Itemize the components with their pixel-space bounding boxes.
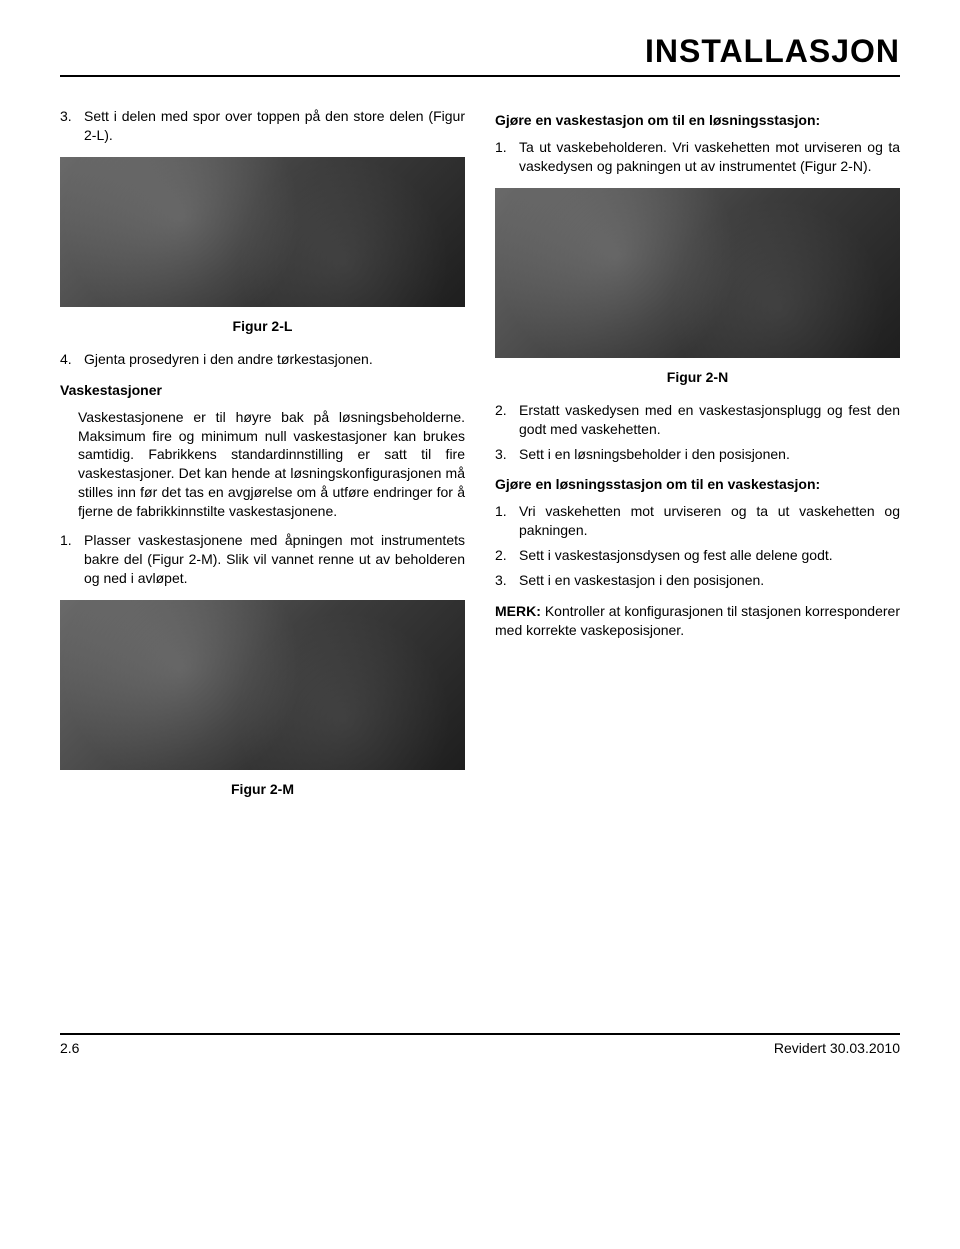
figure-2n-caption: Figur 2-N xyxy=(495,368,900,387)
list-item: 4. Gjenta prosedyren i den andre tørkest… xyxy=(60,350,465,369)
left-list-top: 3. Sett i delen med spor over toppen på … xyxy=(60,107,465,145)
right-heading-2: Gjøre en løsningsstasjon om til en vaske… xyxy=(495,475,900,494)
item-number: 3. xyxy=(60,107,84,145)
footer-page-number: 2.6 xyxy=(60,1039,79,1058)
figure-2m-caption: Figur 2-M xyxy=(60,780,465,799)
item-number: 1. xyxy=(495,502,519,540)
item-text: Gjenta prosedyren i den andre tørkestasj… xyxy=(84,350,465,369)
item-text: Ta ut vaskebeholderen. Vri vaskehetten m… xyxy=(519,138,900,176)
page-footer: 2.6 Revidert 30.03.2010 xyxy=(60,1033,900,1058)
item-number: 3. xyxy=(495,571,519,590)
vaskestasjoner-para: Vaskestasjonene er til høyre bak på løsn… xyxy=(78,408,465,521)
right-column: Gjøre en vaskestasjon om til en løsnings… xyxy=(495,107,900,812)
item-text: Sett i en løsningsbeholder i den posisjo… xyxy=(519,445,900,464)
main-columns: 3. Sett i delen med spor over toppen på … xyxy=(60,107,900,812)
item-text: Sett i delen med spor over toppen på den… xyxy=(84,107,465,145)
left-list-4: 4. Gjenta prosedyren i den andre tørkest… xyxy=(60,350,465,369)
item-number: 1. xyxy=(495,138,519,176)
list-item: 3. Sett i en løsningsbeholder i den posi… xyxy=(495,445,900,464)
left-list-1: 1. Plasser vaskestasjonene med åpningen … xyxy=(60,531,465,588)
item-text: Sett i vaskestasjonsdysen og fest alle d… xyxy=(519,546,900,565)
item-text: Plasser vaskestasjonene med åpningen mot… xyxy=(84,531,465,588)
paragraph: Vaskestasjonene er til høyre bak på løsn… xyxy=(78,408,465,521)
item-number: 2. xyxy=(495,401,519,439)
list-item: 1. Vri vaskehetten mot urviseren og ta u… xyxy=(495,502,900,540)
left-column: 3. Sett i delen med spor over toppen på … xyxy=(60,107,465,812)
item-text: Vri vaskehetten mot urviseren og ta ut v… xyxy=(519,502,900,540)
item-number: 2. xyxy=(495,546,519,565)
list-item: 3. Sett i en vaskestasjon i den posisjon… xyxy=(495,571,900,590)
list-item: 3. Sett i delen med spor over toppen på … xyxy=(60,107,465,145)
figure-2n-image xyxy=(495,188,900,358)
merk-text: Kontroller at konfigurasjonen til stasjo… xyxy=(495,603,900,638)
vaskestasjoner-heading: Vaskestasjoner xyxy=(60,381,465,400)
footer-revision: Revidert 30.03.2010 xyxy=(774,1039,900,1058)
item-text: Sett i en vaskestasjon i den posisjonen. xyxy=(519,571,900,590)
list-item: 2. Sett i vaskestasjonsdysen og fest all… xyxy=(495,546,900,565)
item-number: 1. xyxy=(60,531,84,588)
merk-paragraph: MERK: Kontroller at konfigurasjonen til … xyxy=(495,602,900,640)
figure-2m-image xyxy=(60,600,465,770)
list-item: 2. Erstatt vaskedysen med en vaskestasjo… xyxy=(495,401,900,439)
item-number: 3. xyxy=(495,445,519,464)
item-number: 4. xyxy=(60,350,84,369)
figure-2l-image xyxy=(60,157,465,307)
merk-label: MERK: xyxy=(495,603,541,619)
list-item: 1. Plasser vaskestasjonene med åpningen … xyxy=(60,531,465,588)
right-list-b: 2. Erstatt vaskedysen med en vaskestasjo… xyxy=(495,401,900,464)
right-heading-1: Gjøre en vaskestasjon om til en løsnings… xyxy=(495,111,900,130)
right-list-c: 1. Vri vaskehetten mot urviseren og ta u… xyxy=(495,502,900,590)
page-header-title: INSTALLASJON xyxy=(60,30,900,77)
list-item: 1. Ta ut vaskebeholderen. Vri vaskehette… xyxy=(495,138,900,176)
figure-2l-caption: Figur 2-L xyxy=(60,317,465,336)
item-text: Erstatt vaskedysen med en vaskestasjonsp… xyxy=(519,401,900,439)
right-list-a: 1. Ta ut vaskebeholderen. Vri vaskehette… xyxy=(495,138,900,176)
